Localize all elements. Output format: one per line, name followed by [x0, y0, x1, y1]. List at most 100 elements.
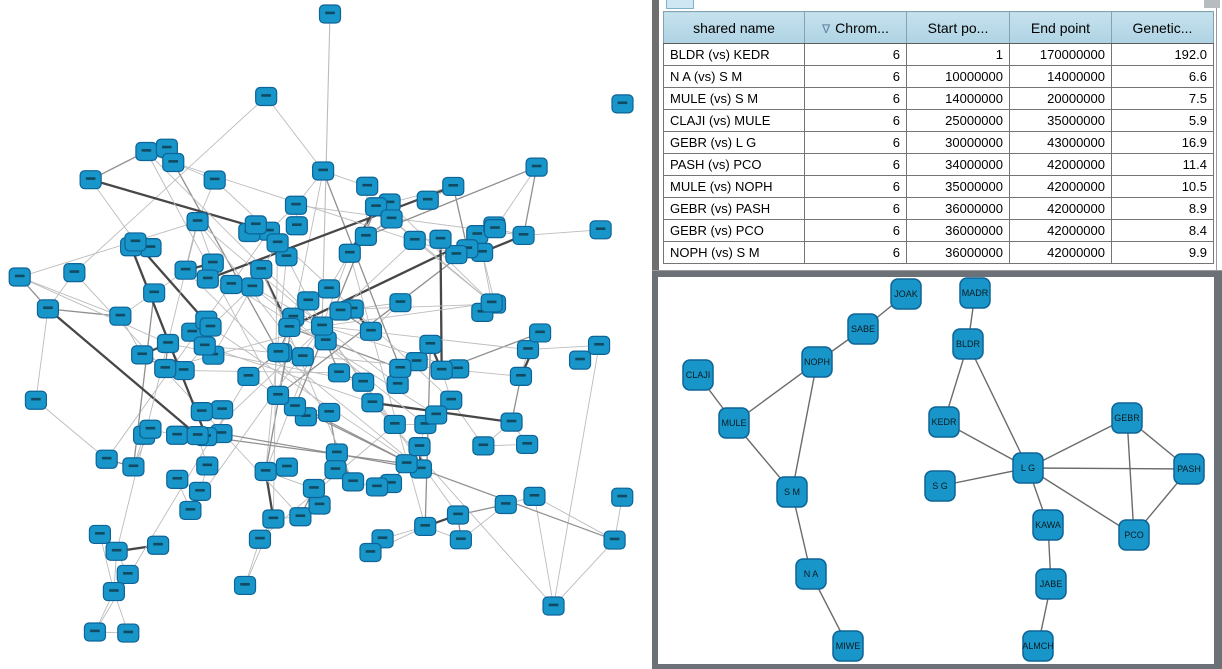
network-node[interactable] — [327, 363, 351, 383]
network-node[interactable] — [516, 339, 540, 360]
table-cell[interactable]: 5.9 — [1111, 109, 1214, 132]
table-cell[interactable]: 42000000 — [1009, 175, 1112, 198]
network-node[interactable] — [237, 366, 260, 387]
table-cell[interactable]: GEBR (vs) PCO — [663, 219, 805, 242]
network-node[interactable] — [109, 306, 132, 326]
network-node-JOAK[interactable]: JOAK — [890, 278, 922, 310]
network-node[interactable] — [266, 233, 289, 253]
network-node-MULE[interactable]: MULE — [718, 407, 750, 439]
table-cell[interactable]: 170000000 — [1009, 43, 1112, 66]
network-node[interactable] — [308, 495, 331, 515]
network-node[interactable] — [310, 316, 334, 336]
column-header[interactable]: ∇ Chrom... — [804, 11, 907, 44]
table-cell[interactable]: MULE (vs) NOPH — [663, 175, 805, 198]
network-node[interactable] — [611, 487, 634, 507]
network-node-ALMCH[interactable]: ALMCH — [1022, 630, 1054, 662]
table-cell[interactable]: 42000000 — [1009, 153, 1112, 176]
network-node[interactable] — [589, 220, 612, 240]
table-cell[interactable]: 6 — [804, 87, 907, 110]
network-node[interactable] — [302, 478, 326, 499]
table-cell[interactable]: PASH (vs) PCO — [663, 153, 805, 176]
network-node[interactable] — [196, 269, 219, 289]
table-cell[interactable]: 1 — [906, 43, 1010, 66]
network-node[interactable] — [283, 397, 307, 417]
network-node[interactable] — [262, 509, 285, 529]
network-node[interactable] — [117, 623, 140, 643]
network-node[interactable] — [445, 244, 468, 265]
network-node[interactable] — [352, 372, 375, 392]
network-node-NOPH[interactable]: NOPH — [801, 346, 833, 378]
network-node[interactable] — [364, 197, 388, 217]
network-node[interactable] — [395, 454, 418, 474]
network-node[interactable] — [139, 419, 162, 439]
network-node[interactable] — [380, 209, 403, 229]
table-row[interactable]: MULE (vs) NOPH 6 35000000 42000000 10.5 — [663, 175, 1214, 198]
network-node[interactable] — [88, 524, 112, 545]
network-node[interactable] — [250, 259, 273, 280]
table-cell[interactable]: 25000000 — [906, 109, 1010, 132]
network-node-S G[interactable]: S G — [924, 470, 956, 502]
network-node-SABE[interactable]: SABE — [847, 313, 879, 345]
network-node[interactable] — [233, 575, 257, 596]
network-node[interactable] — [83, 622, 107, 642]
table-row[interactable]: CLAJI (vs) MULE 6 25000000 35000000 5.9 — [663, 109, 1214, 132]
table-row[interactable]: GEBR (vs) PCO 6 36000000 42000000 8.4 — [663, 219, 1214, 242]
network-node[interactable] — [440, 390, 463, 410]
table-cell[interactable]: 14000000 — [906, 87, 1010, 110]
network-node[interactable] — [186, 425, 209, 446]
network-node-MIWE[interactable]: MIWE — [832, 630, 864, 662]
table-cell[interactable]: 34000000 — [906, 153, 1010, 176]
table-cell[interactable]: 6 — [804, 175, 907, 198]
network-node[interactable] — [383, 414, 406, 435]
network-node[interactable] — [416, 190, 439, 210]
network-node[interactable] — [318, 4, 342, 24]
network-node[interactable] — [244, 215, 267, 235]
network-node[interactable] — [266, 385, 290, 405]
network-node[interactable] — [254, 461, 277, 482]
network-node[interactable] — [500, 412, 523, 432]
network-node[interactable] — [95, 449, 118, 469]
table-cell[interactable]: 6 — [804, 219, 907, 242]
network-node[interactable] — [154, 358, 177, 379]
table-cell[interactable]: 6.6 — [1111, 65, 1214, 88]
network-node[interactable] — [143, 283, 166, 303]
network-edge-L G-PCO[interactable] — [1027, 467, 1135, 536]
network-node[interactable] — [196, 456, 219, 476]
table-cell[interactable]: 42000000 — [1009, 219, 1112, 242]
network-node[interactable] — [124, 232, 147, 252]
network-node-KAWA[interactable]: KAWA — [1032, 509, 1064, 541]
network-node[interactable] — [275, 457, 298, 477]
network-node[interactable] — [211, 400, 234, 420]
table-cell[interactable]: 192.0 — [1111, 43, 1214, 66]
network-node[interactable] — [318, 402, 341, 423]
network-node[interactable] — [587, 335, 611, 356]
network-node[interactable] — [611, 94, 634, 114]
network-node[interactable] — [359, 321, 383, 341]
network-node[interactable] — [203, 170, 226, 190]
network-node-L G[interactable]: L G — [1012, 452, 1044, 484]
panel-splitter[interactable] — [652, 0, 659, 270]
network-node-N A[interactable]: N A — [795, 558, 827, 590]
network-node[interactable] — [135, 141, 158, 162]
network-node[interactable] — [425, 405, 448, 425]
network-node[interactable] — [403, 230, 426, 250]
network-node[interactable] — [179, 500, 202, 521]
network-node[interactable] — [516, 434, 539, 455]
network-node[interactable] — [324, 460, 347, 480]
network-node[interactable] — [480, 293, 503, 313]
network-node[interactable] — [603, 530, 626, 550]
table-row[interactable]: MULE (vs) S M 6 14000000 20000000 7.5 — [663, 87, 1214, 110]
network-edge-NOPH-S M[interactable] — [791, 361, 818, 493]
table-cell[interactable]: 9.9 — [1111, 241, 1214, 264]
network-node-PCO[interactable]: PCO — [1118, 519, 1150, 551]
network-edge-L G-GEBR[interactable] — [1027, 417, 1128, 469]
network-node[interactable] — [341, 472, 365, 492]
table-cell[interactable]: 16.9 — [1111, 131, 1214, 154]
network-node[interactable] — [291, 347, 314, 367]
network-node[interactable] — [188, 481, 212, 502]
small-network-canvas[interactable]: JOAK SABE NOPH CLAJI MULE S M N A MIWE MADR BLDR K… — [658, 277, 1214, 664]
network-node[interactable] — [190, 402, 213, 422]
table-cell[interactable]: 8.9 — [1111, 197, 1214, 220]
table-cell[interactable]: 35000000 — [906, 175, 1010, 198]
column-header[interactable]: Genetic... — [1111, 11, 1214, 44]
